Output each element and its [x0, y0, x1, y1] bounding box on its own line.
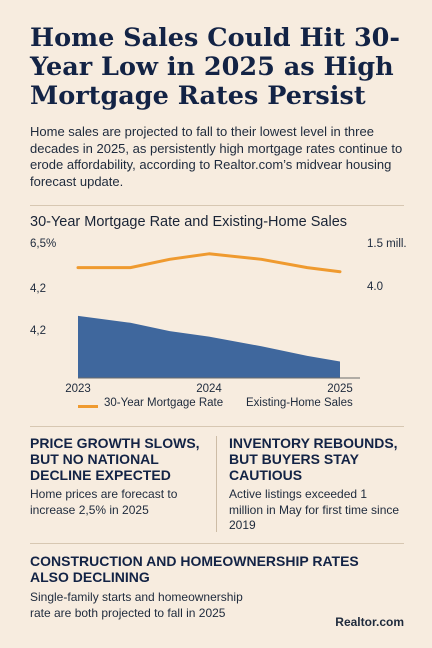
headline: Home Sales Could Hit 30-Year Low in 2025…	[30, 23, 401, 111]
vertical-divider	[216, 436, 217, 532]
left-axis-tick-label: 4,2	[30, 283, 46, 295]
brand-logo: Realtor.com	[335, 615, 404, 629]
chart-title: 30-Year Mortgage Rate and Existing-Home …	[30, 214, 348, 230]
x-tick-label-2023: 2023	[65, 383, 91, 395]
right-axis-tick-label: 4.0	[367, 281, 383, 293]
price-section-title: PRICE GROWTH SLOWS, BUT NO NATIONAL DECL…	[30, 435, 200, 483]
left-axis-tick-label: 6,5%	[30, 238, 56, 250]
series-line-mortgage-rate	[76, 252, 342, 274]
x-tick-label-2024: 2024	[196, 383, 222, 395]
series-area-existing-home-sales	[78, 315, 340, 378]
x-tick-label-2025: 2025	[327, 383, 353, 395]
intro-paragraph: Home sales are projected to fall to thei…	[30, 124, 403, 189]
left-axis-tick-label: 4,2	[30, 325, 46, 337]
legend-swatch-mortgage-rate	[78, 405, 98, 408]
legend-label-mortgage-rate: 30-Year Mortgage Rate	[104, 397, 224, 409]
construction-section-title: CONSTRUCTION AND HOMEOWNERSHIP RATES ALS…	[30, 553, 359, 585]
divider	[30, 205, 404, 206]
chart: 2023 2024 2025 6,5% 4,2 4,2 1.5 mill. 4.0	[30, 238, 407, 395]
price-section-body: Home prices are forecast to increase 2,5…	[30, 487, 178, 517]
inventory-section-title: INVENTORY REBOUNDS, BUT BUYERS STAY CAUT…	[229, 435, 398, 483]
inventory-section-body: Active listings exceeded 1 million in Ma…	[229, 487, 400, 532]
construction-section-body: Single-family starts and homeownership r…	[30, 590, 243, 620]
divider	[30, 543, 404, 544]
legend-label-home-sales: Existing-Home Sales	[246, 397, 353, 409]
divider	[30, 426, 404, 427]
right-axis-tick-label: 1.5 mill.	[367, 238, 407, 250]
